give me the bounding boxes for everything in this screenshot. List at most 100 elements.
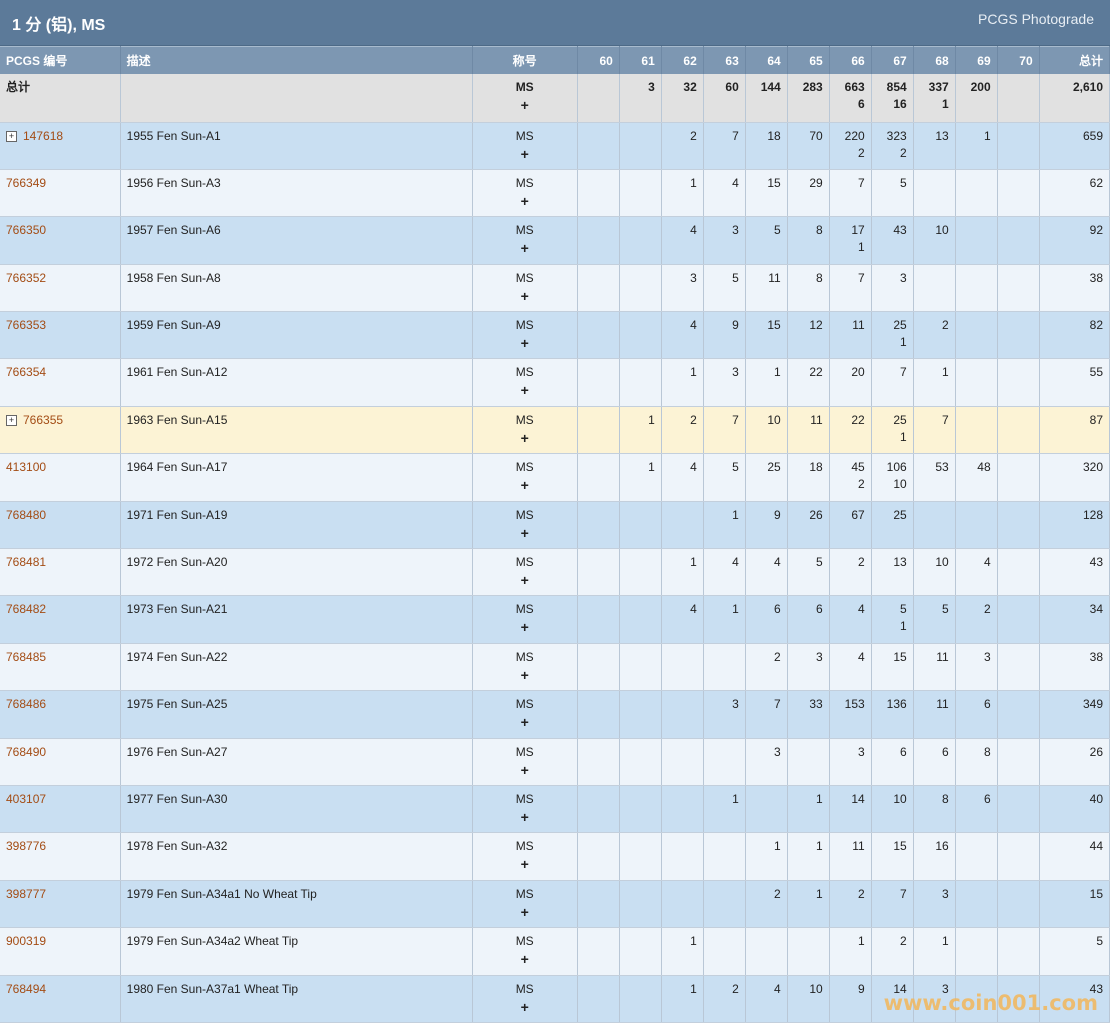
plus-designation: +	[520, 951, 529, 968]
table-row: 768494 1980 Fen Sun-A37a1 Wheat Tip MS +1 2 4…	[0, 975, 1110, 1023]
grade-count-cell	[703, 643, 746, 692]
designation-cell: MS +	[472, 832, 578, 881]
row-total-cell: 34	[1039, 595, 1110, 644]
pcgs-number-link[interactable]: 403107	[6, 791, 47, 806]
pcgs-number-link[interactable]: 413100	[6, 460, 47, 475]
plus-designation: +	[520, 287, 529, 304]
plus-designation: +	[520, 856, 529, 873]
grade-count-cell	[619, 311, 662, 360]
pcgs-number-link[interactable]: 768494	[6, 981, 47, 996]
totals-grade-cell: 3	[619, 74, 662, 123]
pcgs-number-link[interactable]: 768486	[6, 697, 47, 712]
pcgs-number-link[interactable]: 766350	[6, 223, 47, 238]
pcgs-number-link[interactable]: 766354	[6, 365, 47, 380]
grade-count-cell: 106 10	[871, 453, 914, 502]
grade-count-cell	[745, 927, 788, 976]
grade-count-cell	[661, 785, 704, 834]
totals-grade-cell: 283	[787, 74, 830, 123]
plus-designation: +	[520, 240, 529, 257]
grade-count-cell	[955, 880, 998, 929]
grade-count-cell	[661, 738, 704, 786]
grade-count-cell: 3	[871, 264, 914, 313]
grade-count-cell	[703, 880, 746, 929]
grade-count-cell: 8	[955, 738, 998, 786]
grade-count-cell: 17 1	[829, 216, 872, 265]
grade-count-cell: 3	[703, 690, 746, 739]
grade-count-cell	[997, 311, 1040, 360]
grade-count-cell: 4	[829, 595, 872, 644]
grade-count-cell	[997, 832, 1040, 881]
totals-grade-cell: 200	[955, 74, 998, 123]
grade-count-cell	[577, 548, 620, 597]
table-row: 398776 1978 Fen Sun-A32 MS +1 1 11 15 16 44	[0, 832, 1110, 881]
pcgs-number-cell: 766349	[0, 169, 121, 218]
designation-cell: MS +	[472, 975, 578, 1023]
designation-cell: MS +	[472, 880, 578, 929]
grade-count-cell: 1	[745, 832, 788, 881]
expand-icon[interactable]: +	[6, 414, 17, 426]
grade-count-cell: 43	[871, 216, 914, 265]
grade-count-cell	[577, 690, 620, 739]
pcgs-number-link[interactable]: 768490	[6, 744, 47, 759]
pcgs-number-link[interactable]: 147618	[23, 128, 64, 143]
grade-count-cell: 2	[661, 406, 704, 455]
grade-count-cell: 1	[661, 358, 704, 407]
pcgs-number-link[interactable]: 766355	[23, 412, 64, 427]
pcgs-number-link[interactable]: 398777	[6, 886, 47, 901]
pcgs-number-cell: 766354	[0, 358, 121, 407]
row-total-cell: 87	[1039, 406, 1110, 455]
table-row: 768486 1975 Fen Sun-A25 MS + 3 7 33 153 136 11 6 34…	[0, 690, 1110, 739]
designation-cell: MS +	[472, 738, 578, 786]
col-header-desc[interactable]: 描述	[120, 46, 473, 74]
pcgs-number-link[interactable]: 768480	[6, 507, 47, 522]
row-total-cell: 349	[1039, 690, 1110, 739]
pcgs-number-link[interactable]: 768485	[6, 649, 47, 664]
table-row: 766354 1961 Fen Sun-A12 MS +1 3 1 22 20 7 1 55	[0, 358, 1110, 407]
grade-count-cell	[577, 169, 620, 218]
col-header-designation[interactable]: 称号	[472, 46, 578, 74]
grade-count-cell: 1	[703, 595, 746, 644]
grade-count-cell	[619, 548, 662, 597]
grade-count-cell	[955, 169, 998, 218]
plus-designation: +	[520, 903, 529, 920]
grade-count-cell	[619, 169, 662, 218]
grade-count-cell: 2	[703, 975, 746, 1023]
grade-count-cell	[619, 880, 662, 929]
grade-count-cell: 6	[913, 738, 956, 786]
pcgs-number-link[interactable]: 768482	[6, 602, 47, 617]
grade-count-cell: 11	[913, 643, 956, 692]
col-header-total[interactable]: 总计	[1039, 46, 1110, 74]
grade-count-cell: 15	[745, 169, 788, 218]
plus-designation: +	[520, 382, 529, 399]
grade-count-cell: 6	[955, 785, 998, 834]
grade-count-cell: 1	[703, 785, 746, 834]
row-total-cell: 40	[1039, 785, 1110, 834]
grade-count-cell: 1	[619, 453, 662, 502]
photograde-link[interactable]: PCGS Photograde	[978, 11, 1094, 27]
grade-count-cell: 2	[955, 595, 998, 644]
pcgs-number-link[interactable]: 768481	[6, 555, 47, 570]
designation-cell: MS +	[472, 595, 578, 644]
totals-grade-cell	[577, 74, 620, 123]
grade-count-cell	[577, 595, 620, 644]
table-row: 768485 1974 Fen Sun-A22 MS +2 3 4 15 11 3 38	[0, 643, 1110, 692]
pcgs-number-link[interactable]: 766352	[6, 270, 47, 285]
pcgs-number-link[interactable]: 766349	[6, 175, 47, 190]
grade-count-cell	[577, 880, 620, 929]
grade-count-cell	[997, 975, 1040, 1023]
totals-total: 2,610	[1039, 74, 1110, 123]
pcgs-number-link[interactable]: 398776	[6, 839, 47, 854]
grade-count-cell	[997, 690, 1040, 739]
description-cell: 1958 Fen Sun-A8	[120, 264, 473, 313]
description-cell: 1956 Fen Sun-A3	[120, 169, 473, 218]
grade-count-cell: 220 2	[829, 122, 872, 170]
pcgs-number-link[interactable]: 766353	[6, 318, 47, 333]
designation-cell: MS +	[472, 358, 578, 407]
grade-count-cell: 9	[745, 501, 788, 550]
col-header-id[interactable]: PCGS 编号	[0, 46, 121, 74]
grade-count-cell: 14	[871, 975, 914, 1023]
expand-icon[interactable]: +	[6, 130, 17, 142]
grade-count-cell	[955, 927, 998, 976]
pcgs-number-link[interactable]: 900319	[6, 934, 47, 949]
pcgs-number-cell: 768482	[0, 595, 121, 644]
